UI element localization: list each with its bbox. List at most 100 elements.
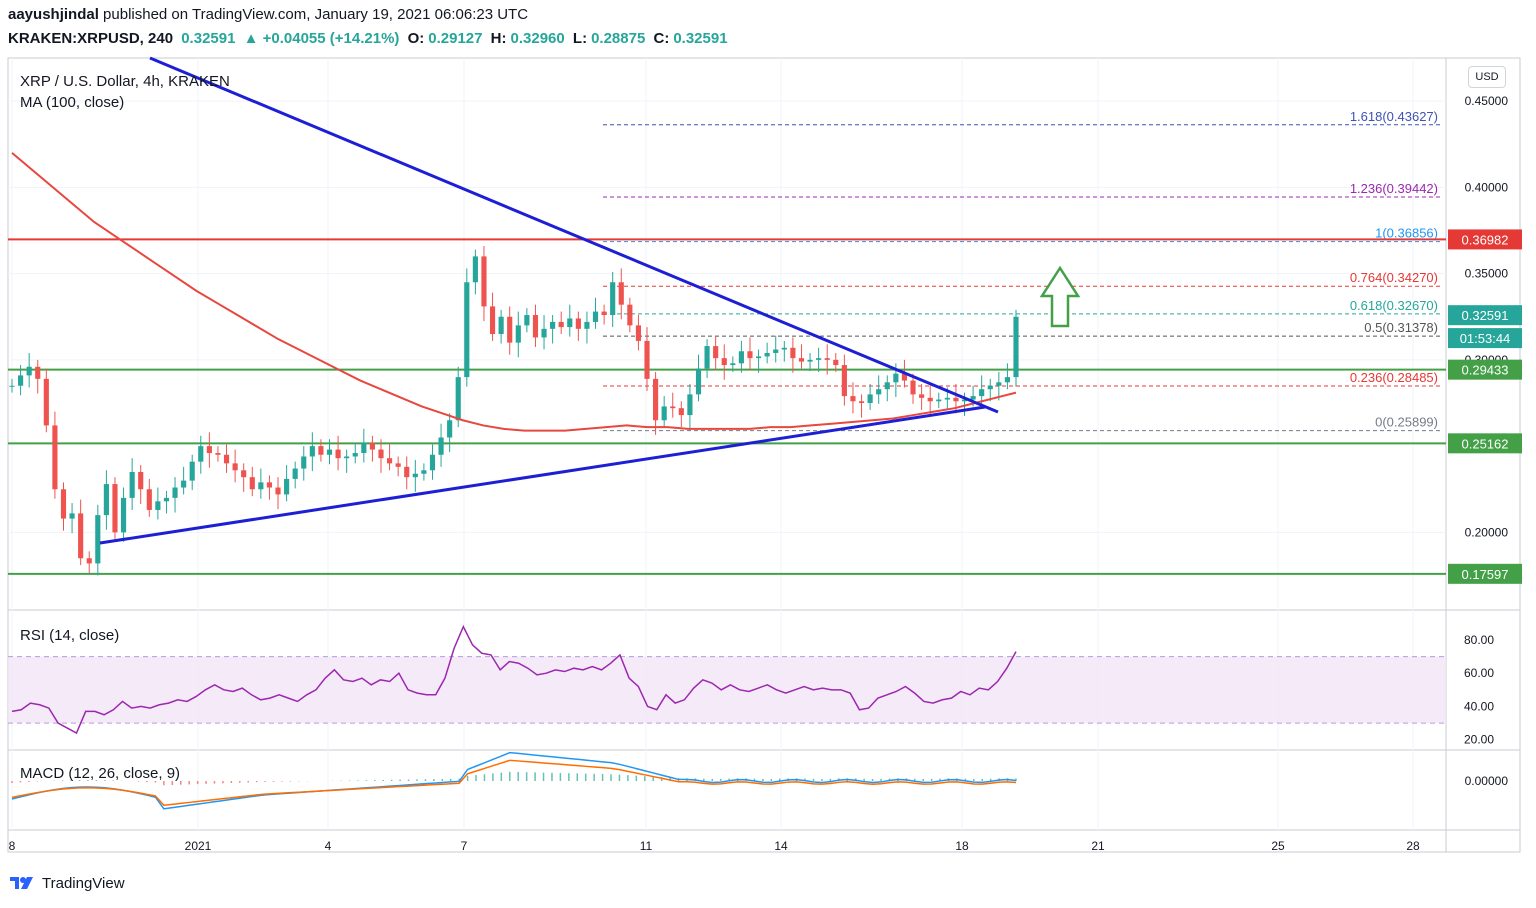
candle-bearish <box>369 442 375 450</box>
x-tick-label: 14 <box>774 839 788 853</box>
candle-bullish <box>738 351 744 364</box>
open-label: O: <box>407 30 425 47</box>
candle-bearish <box>507 316 513 343</box>
candle-bullish <box>120 497 127 533</box>
open-value: 0.29127 <box>428 30 483 47</box>
candle-bullish <box>764 352 770 357</box>
rsi-band <box>8 656 1446 724</box>
candle-bearish <box>953 397 959 402</box>
candle-bullish <box>876 389 882 395</box>
candle-bullish <box>961 399 968 402</box>
candle-bullish <box>584 321 590 329</box>
candle-bearish <box>558 321 564 328</box>
candle-bearish <box>481 256 487 307</box>
candle-bearish <box>841 365 847 397</box>
close-value: 0.32591 <box>673 30 728 47</box>
candle-bullish <box>472 256 478 283</box>
candle-bearish <box>206 446 212 454</box>
tradingview-brand[interactable]: TradingView <box>8 874 125 892</box>
candle-bearish <box>78 513 84 559</box>
candle-bullish <box>438 437 444 455</box>
candle-bullish <box>9 385 15 387</box>
candle-bearish <box>241 470 247 478</box>
fib-level-label: 0(0.25899) <box>1375 415 1438 430</box>
symbol-label: KRAKEN:XRPUSD, 240 <box>8 30 174 47</box>
macd-tick-label: 0.00000 <box>1465 774 1509 788</box>
candle-bullish <box>970 396 976 400</box>
candle-bullish <box>455 377 461 421</box>
candle-bullish <box>816 358 822 360</box>
candle-bearish <box>635 325 642 341</box>
candle-bullish <box>69 513 75 519</box>
candle-bullish <box>704 346 710 369</box>
y-tick-label: 0.40000 <box>1465 180 1509 194</box>
candle-bullish <box>326 449 333 455</box>
support-price-tag <box>1448 563 1522 584</box>
candle-bullish <box>129 472 135 498</box>
candle-bullish <box>936 399 942 402</box>
candle-bearish <box>721 358 727 366</box>
candle-bearish <box>378 449 384 459</box>
ma100-line <box>11 152 1017 432</box>
candle-bullish <box>181 480 187 488</box>
candle-bearish <box>215 453 221 455</box>
chart-title: XRP / U.S. Dollar, 4h, KRAKEN <box>20 73 230 90</box>
candle-bearish <box>858 401 865 403</box>
fib-level-label: 1.618(0.43627) <box>1350 109 1438 124</box>
candle-bullish <box>550 321 556 329</box>
candle-bearish <box>232 463 238 471</box>
candle-bullish <box>610 282 616 316</box>
current-price-tag <box>1448 305 1522 326</box>
rsi-tick-label: 60.00 <box>1464 666 1494 680</box>
candle-bearish <box>575 318 581 329</box>
rsi-tick-label: 20.00 <box>1464 733 1494 747</box>
candle-bearish <box>927 397 933 402</box>
candle-bearish <box>404 466 410 478</box>
candle-bullish <box>155 501 161 510</box>
ascending-trend-line <box>99 405 986 545</box>
x-tick-label: 8 <box>9 839 16 853</box>
rsi-line <box>11 624 1017 735</box>
currency-button[interactable]: USD <box>1468 66 1506 88</box>
author-name[interactable]: aayushjindal <box>8 6 99 23</box>
candle-bullish <box>309 446 315 457</box>
candle-bullish <box>429 454 436 471</box>
candle-bullish <box>421 470 427 474</box>
candle-bullish <box>352 453 358 457</box>
breakout-arrow-icon <box>1039 265 1081 328</box>
candle-bearish <box>532 315 539 338</box>
candle-bearish <box>670 406 676 409</box>
high-value: 0.32960 <box>510 30 565 47</box>
rsi-tick-label: 40.00 <box>1464 699 1494 713</box>
last-price: 0.32591 <box>181 30 236 47</box>
support-price-label: 0.25162 <box>1462 436 1509 451</box>
candle-bullish <box>541 328 547 338</box>
countdown-label: 01:53:44 <box>1460 331 1511 346</box>
candle-bearish <box>86 558 92 564</box>
macd-signal-line <box>11 759 1017 807</box>
candle-bullish <box>515 325 521 343</box>
resistance-price-label: 0.36982 <box>1462 232 1509 247</box>
candle-bullish <box>95 515 101 564</box>
candle-bullish <box>18 375 24 386</box>
low-value: 0.28875 <box>591 30 646 47</box>
x-tick-label: 2021 <box>185 839 212 853</box>
candle-bullish <box>807 359 813 362</box>
current-price-label: 0.32591 <box>1462 308 1509 323</box>
candle-bullish <box>781 347 787 350</box>
candle-bearish <box>35 366 41 379</box>
candle-bullish <box>867 394 873 403</box>
candle-bullish <box>524 315 530 326</box>
fib-level-label: 1.236(0.39442) <box>1350 181 1438 196</box>
support-price-label: 0.17597 <box>1462 567 1509 582</box>
fib-level-label: 0.5(0.31378) <box>1364 320 1438 335</box>
candle-bearish <box>833 359 839 366</box>
candle-bearish <box>146 489 152 510</box>
candle-bullish <box>1013 316 1019 378</box>
candle-bearish <box>850 396 856 402</box>
candle-bearish <box>223 454 230 464</box>
candle-bullish <box>567 318 573 328</box>
macd-line <box>11 751 1017 810</box>
fib-level-label: 0.764(0.34270) <box>1350 270 1438 285</box>
